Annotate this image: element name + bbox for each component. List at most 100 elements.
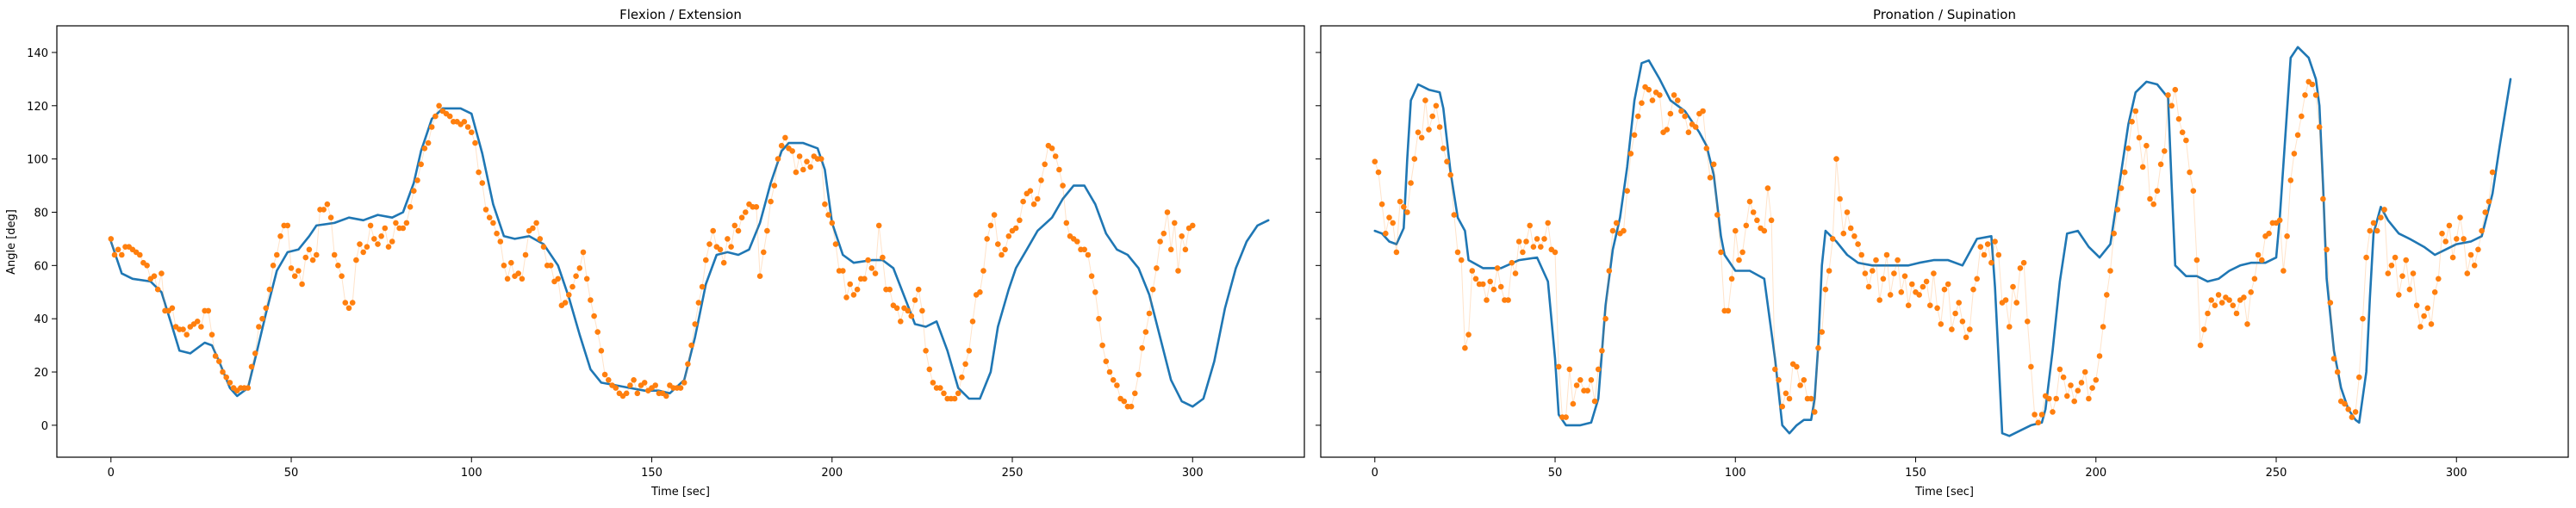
data-point	[1527, 222, 1533, 229]
data-point	[1164, 209, 1171, 215]
data-point	[1714, 212, 1720, 218]
data-point	[818, 156, 824, 162]
data-point	[1923, 278, 1930, 285]
data-point	[1667, 110, 1674, 117]
data-point	[2205, 310, 2211, 317]
data-point	[764, 227, 770, 234]
data-point	[2385, 270, 2392, 276]
data-point	[1847, 225, 1854, 232]
data-point	[1988, 259, 1994, 266]
data-point	[728, 244, 734, 251]
data-point	[389, 239, 395, 245]
data-point	[681, 380, 688, 386]
data-point	[266, 286, 273, 293]
data-point	[2241, 294, 2247, 300]
data-point	[1401, 204, 1407, 210]
data-point	[977, 289, 983, 295]
data-point	[685, 361, 691, 368]
x-axis-label: Time [sec]	[650, 486, 710, 499]
data-point	[1938, 321, 1944, 327]
data-point	[508, 259, 514, 266]
data-point	[2381, 207, 2387, 213]
data-point	[2378, 214, 2384, 220]
data-point	[1085, 251, 1092, 258]
data-point	[1887, 292, 1894, 298]
data-point	[2002, 297, 2009, 303]
data-point	[2431, 289, 2438, 295]
data-point	[1509, 259, 1515, 266]
data-point	[1718, 249, 1724, 256]
data-point	[476, 169, 482, 176]
data-point	[2464, 270, 2471, 276]
plot-area	[1321, 26, 2568, 457]
data-point	[2471, 263, 2478, 269]
data-point	[2104, 292, 2110, 298]
data-point	[1497, 283, 1504, 290]
data-point	[2179, 129, 2186, 135]
data-point	[1552, 249, 1559, 256]
x-tick-label: 200	[821, 467, 843, 480]
data-point	[1815, 344, 1821, 351]
data-point	[962, 361, 968, 368]
data-point	[2396, 292, 2402, 298]
data-point	[2121, 169, 2128, 176]
data-point	[1934, 305, 1940, 312]
data-point	[1995, 251, 2002, 258]
data-point	[154, 286, 161, 293]
data-point	[1855, 241, 1861, 247]
data-point	[533, 220, 539, 226]
data-point	[1149, 286, 1156, 293]
data-point	[2056, 366, 2063, 373]
data-point	[941, 390, 947, 397]
data-point	[490, 220, 496, 226]
data-point	[428, 124, 435, 130]
data-point	[1494, 265, 1501, 271]
data-point	[1128, 403, 1135, 410]
data-point	[778, 142, 785, 149]
data-point	[2410, 270, 2417, 276]
data-point	[1602, 315, 1608, 322]
data-point	[1851, 233, 1857, 239]
data-point	[1750, 209, 1757, 215]
data-point	[1096, 315, 1102, 322]
data-point	[959, 374, 965, 381]
data-point	[2421, 313, 2427, 319]
data-point	[1566, 366, 1573, 373]
data-point	[2370, 220, 2377, 226]
data-point	[1458, 257, 1465, 263]
data-point	[1700, 108, 1706, 115]
data-point	[2032, 412, 2038, 418]
data-point	[2226, 297, 2232, 303]
data-point	[1469, 268, 1476, 274]
data-point	[923, 348, 929, 354]
data-point	[421, 146, 428, 152]
data-point	[385, 244, 392, 251]
data-point	[2428, 321, 2435, 327]
data-point	[1505, 297, 1511, 303]
data-point	[688, 342, 694, 349]
data-point	[1949, 326, 1955, 332]
data-point	[1490, 286, 1497, 293]
data-point	[980, 268, 986, 274]
data-point	[353, 257, 359, 263]
data-point	[2467, 251, 2474, 258]
data-point	[486, 214, 493, 220]
data-point	[1870, 268, 1876, 274]
data-point	[2342, 400, 2348, 407]
data-point	[1012, 225, 1019, 232]
data-point	[641, 380, 648, 386]
data-point	[108, 236, 115, 242]
data-point	[2436, 276, 2442, 282]
data-point	[1487, 278, 1493, 285]
data-point	[1733, 227, 1739, 234]
data-point	[1944, 281, 1951, 288]
data-point	[469, 129, 475, 135]
data-point	[339, 273, 345, 280]
x-tick-label: 0	[108, 467, 115, 480]
data-point	[652, 382, 658, 388]
data-point	[245, 385, 252, 391]
data-point	[840, 268, 846, 274]
y-tick-label: 60	[34, 260, 48, 273]
data-point	[1891, 270, 1897, 276]
data-point	[1160, 230, 1167, 237]
